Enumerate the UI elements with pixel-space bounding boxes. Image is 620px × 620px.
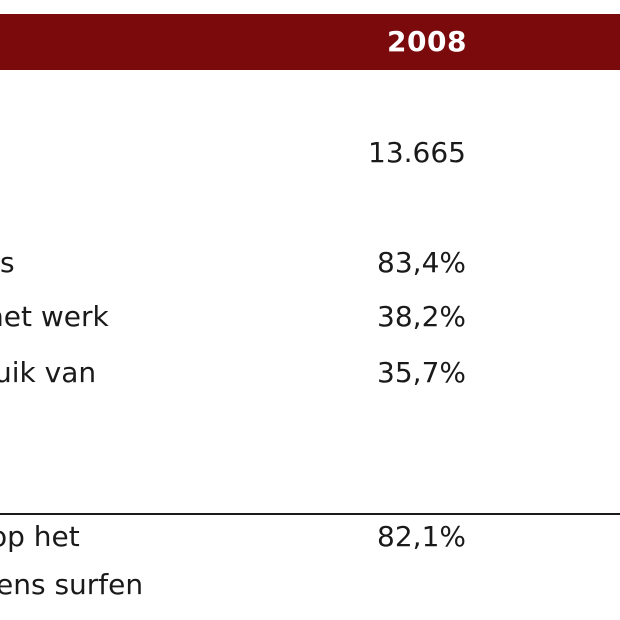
row-value: 83,4% bbox=[377, 246, 466, 279]
row-label: ens surfen bbox=[0, 568, 144, 601]
column-header-year: 2008 bbox=[387, 25, 467, 58]
row-label: op het bbox=[0, 520, 80, 553]
section-divider bbox=[0, 513, 620, 515]
row-label: s bbox=[0, 246, 15, 279]
row-label: uik van bbox=[0, 356, 97, 389]
table-header-band bbox=[0, 14, 620, 70]
row-value: 35,7% bbox=[377, 356, 466, 389]
row-value: 82,1% bbox=[377, 520, 466, 553]
value-total: 13.665 bbox=[368, 136, 466, 169]
row-value: 38,2% bbox=[377, 300, 466, 333]
row-label: het werk bbox=[0, 300, 109, 333]
